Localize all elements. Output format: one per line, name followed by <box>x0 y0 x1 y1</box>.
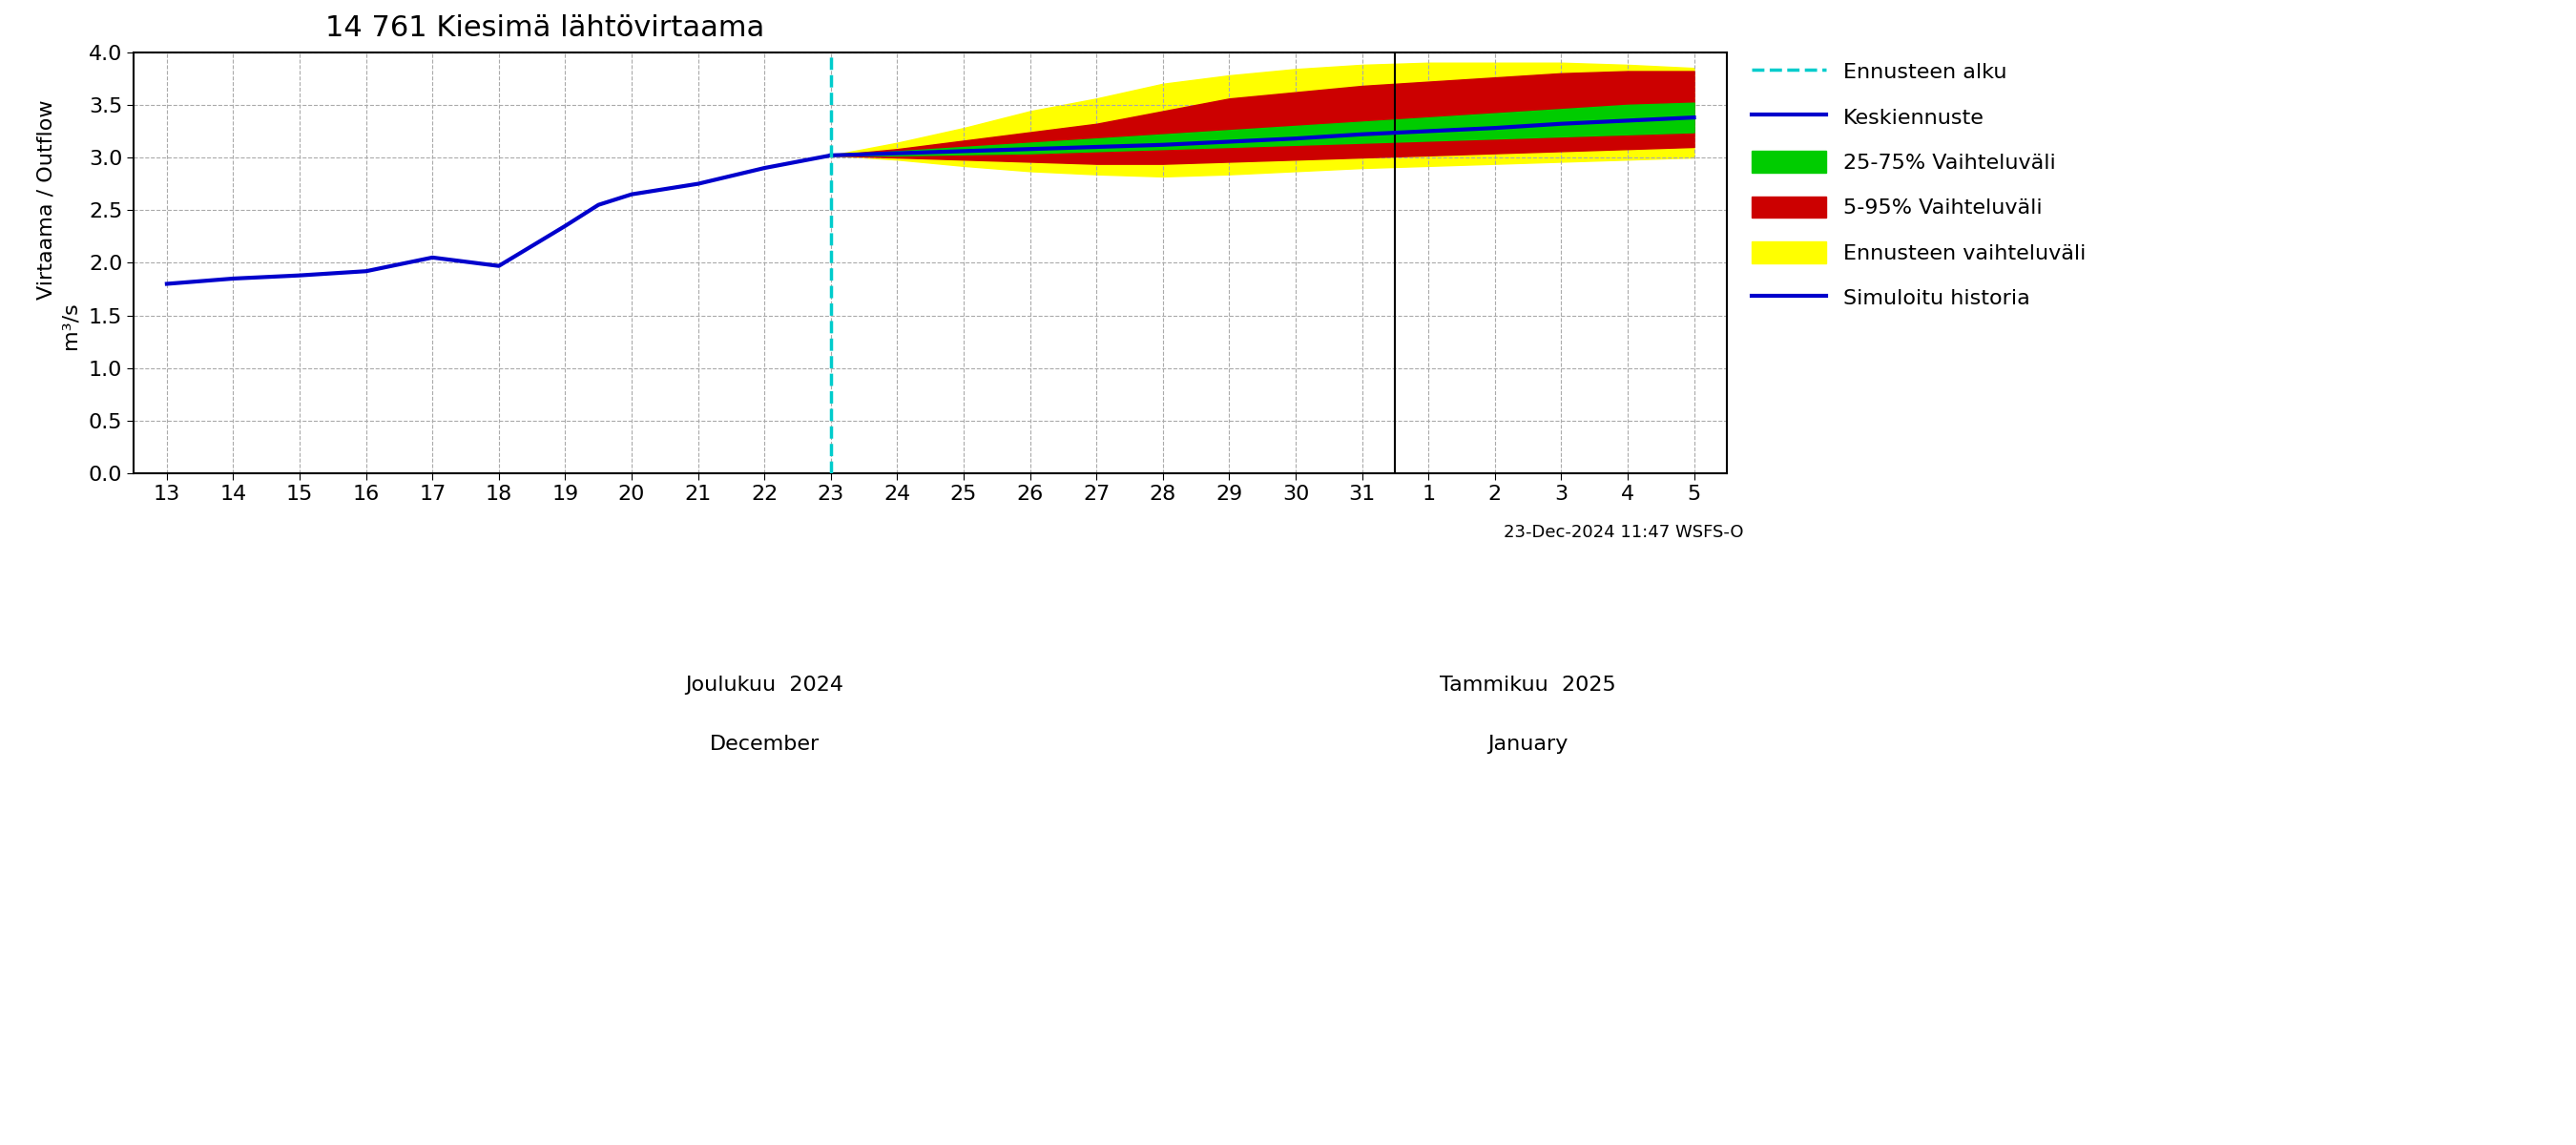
Text: m³/s: m³/s <box>59 302 80 349</box>
Text: 23-Dec-2024 11:47 WSFS-O: 23-Dec-2024 11:47 WSFS-O <box>1504 524 1744 542</box>
Text: January: January <box>1489 735 1569 753</box>
Text: Tammikuu  2025: Tammikuu 2025 <box>1440 676 1615 695</box>
Text: December: December <box>708 735 819 753</box>
Legend: Ennusteen alku, Keskiennuste, 25-75% Vaihteluväli, 5-95% Vaihteluväli, Ennusteen: Ennusteen alku, Keskiennuste, 25-75% Vai… <box>1744 53 2094 317</box>
Text: Joulukuu  2024: Joulukuu 2024 <box>685 676 842 695</box>
Text: Virtaama / Outflow: Virtaama / Outflow <box>36 100 57 300</box>
Text: 14 761 Kiesimä lähtövirtaama: 14 761 Kiesimä lähtövirtaama <box>325 14 765 42</box>
